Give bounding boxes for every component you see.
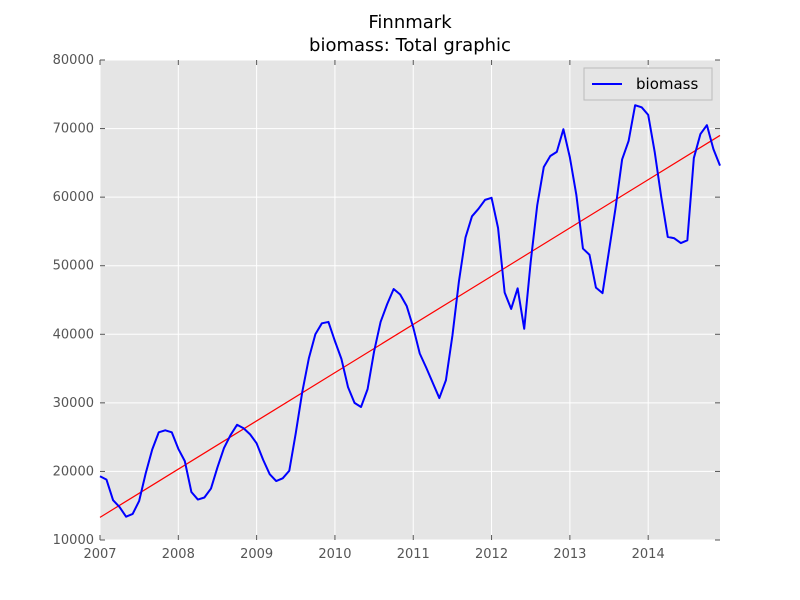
legend-label-biomass: biomass xyxy=(636,75,698,93)
chart-subtitle: biomass: Total graphic xyxy=(309,35,511,56)
y-tick-label: 30000 xyxy=(53,396,94,411)
legend: biomass xyxy=(583,67,713,101)
y-tick-label: 60000 xyxy=(53,190,94,205)
series-line-biomass xyxy=(99,104,721,518)
grid xyxy=(99,59,720,541)
x-tick-label: 2012 xyxy=(475,547,508,562)
legend-box xyxy=(583,67,713,101)
y-tick-label: 70000 xyxy=(53,122,94,137)
tick-labels: 2007 2008 2009 2010 2011 2012 2013 2014 10000 200… xyxy=(53,53,665,562)
x-tick-label: 2009 xyxy=(240,547,273,562)
y-tick-label: 20000 xyxy=(53,464,94,479)
y-tick-label: 50000 xyxy=(53,259,94,274)
y-tick-label: 10000 xyxy=(53,533,94,548)
plot-area xyxy=(100,60,720,540)
x-tick-label: 2008 xyxy=(162,547,195,562)
x-tick-label: 2013 xyxy=(553,547,586,562)
x-tick-label: 2014 xyxy=(632,547,665,562)
ticks xyxy=(99,59,720,541)
x-tick-label: 2011 xyxy=(397,547,430,562)
x-tick-label: 2007 xyxy=(83,547,116,562)
chart-title: Finnmark xyxy=(368,12,452,33)
y-tick-label: 80000 xyxy=(53,53,94,68)
y-tick-label: 40000 xyxy=(53,327,94,342)
x-tick-label: 2010 xyxy=(318,547,351,562)
